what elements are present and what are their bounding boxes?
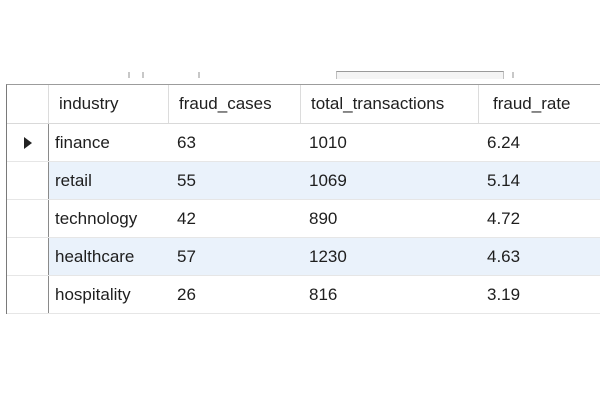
column-header-fraud-cases[interactable]: fraud_cases: [169, 85, 301, 123]
row-selector[interactable]: [7, 162, 49, 199]
column-header-fraud-rate[interactable]: fraud_rate: [479, 85, 600, 123]
cell-fraud-cases[interactable]: 57: [169, 238, 301, 275]
cell-total-transactions[interactable]: 1010: [301, 124, 479, 161]
row-selector[interactable]: [7, 124, 49, 161]
cell-total-transactions[interactable]: 816: [301, 276, 479, 313]
toolbar-strip: [6, 68, 600, 84]
cell-fraud-cases[interactable]: 26: [169, 276, 301, 313]
cell-industry[interactable]: finance: [49, 124, 169, 161]
column-header-total-transactions[interactable]: total_transactions: [301, 85, 479, 123]
cell-fraud-rate[interactable]: 4.72: [479, 200, 600, 237]
cell-fraud-cases[interactable]: 63: [169, 124, 301, 161]
table-row[interactable]: hospitality 26 816 3.19: [7, 276, 600, 314]
cell-industry[interactable]: technology: [49, 200, 169, 237]
row-selector[interactable]: [7, 276, 49, 313]
cell-industry[interactable]: hospitality: [49, 276, 169, 313]
toolbar-separator: [198, 72, 200, 78]
cell-fraud-rate[interactable]: 6.24: [479, 124, 600, 161]
table-row[interactable]: finance 63 1010 6.24: [7, 124, 600, 162]
filter-input[interactable]: [336, 71, 504, 79]
cell-industry[interactable]: retail: [49, 162, 169, 199]
cell-total-transactions[interactable]: 1069: [301, 162, 479, 199]
cell-fraud-cases[interactable]: 55: [169, 162, 301, 199]
row-pointer-icon: [23, 136, 32, 149]
cell-total-transactions[interactable]: 890: [301, 200, 479, 237]
table-row[interactable]: healthcare 57 1230 4.63: [7, 238, 600, 276]
column-header-industry[interactable]: industry: [49, 85, 169, 123]
row-selector[interactable]: [7, 200, 49, 237]
cell-fraud-cases[interactable]: 42: [169, 200, 301, 237]
toolbar-separator: [128, 72, 130, 78]
row-selector-header[interactable]: [7, 85, 49, 123]
result-grid: industry fraud_cases total_transactions …: [6, 84, 600, 314]
table-row[interactable]: technology 42 890 4.72: [7, 200, 600, 238]
cell-fraud-rate[interactable]: 5.14: [479, 162, 600, 199]
row-selector[interactable]: [7, 238, 49, 275]
cell-total-transactions[interactable]: 1230: [301, 238, 479, 275]
cell-fraud-rate[interactable]: 4.63: [479, 238, 600, 275]
toolbar-separator: [512, 72, 514, 78]
toolbar-separator: [142, 72, 144, 78]
cell-industry[interactable]: healthcare: [49, 238, 169, 275]
header-row: industry fraud_cases total_transactions …: [7, 85, 600, 124]
cell-fraud-rate[interactable]: 3.19: [479, 276, 600, 313]
table-row[interactable]: retail 55 1069 5.14: [7, 162, 600, 200]
